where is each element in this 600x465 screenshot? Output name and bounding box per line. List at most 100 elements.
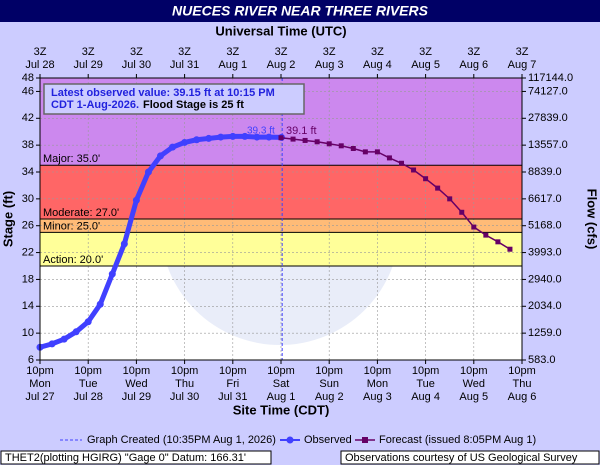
y-tick-label: 18: [22, 273, 34, 285]
y-tick-label: 10: [22, 327, 34, 339]
forecast-point: [362, 149, 368, 155]
title-bar: [0, 0, 600, 22]
observed-point: [193, 136, 201, 144]
x-tick-label: 10pm Thu Aug 6: [508, 365, 537, 403]
info-line: Latest observed value: 39.15 ft at 10:15…: [51, 87, 275, 99]
y-tick-label: 22: [22, 246, 34, 258]
forecast-point: [302, 137, 308, 143]
y-tick-label: 6: [28, 354, 34, 366]
footer-right: Observations courtesy of US Geological S…: [345, 452, 578, 464]
y-tick-label: 46: [22, 85, 34, 97]
observed-point: [265, 133, 273, 141]
forecast-point: [495, 239, 501, 245]
forecast-point: [411, 167, 417, 173]
y-tick-label: 48: [22, 72, 34, 84]
observed-point: [132, 196, 140, 204]
forecast-point: [507, 246, 513, 252]
forecast-point: [435, 185, 441, 191]
info-line: CDT 1-Aug-2026.: [51, 99, 139, 111]
legend: Graph Created (10:35PM Aug 1, 2026) Obse…: [60, 434, 536, 446]
info-box: [43, 83, 305, 115]
x2-tick-label: 3Z Aug 1: [218, 46, 247, 71]
observed-point: [72, 328, 80, 336]
y2-title: Flow (cfs): [585, 189, 600, 250]
forecast-point: [290, 136, 296, 142]
forecast-point: [483, 232, 489, 238]
observed-point: [96, 300, 104, 308]
x2-tick-label: 3Z Aug 7: [508, 46, 537, 71]
observed-point: [84, 318, 92, 326]
x2-tick-label: 3Z Aug 4: [363, 46, 392, 71]
x2-tick-label: 3Z Jul 31: [170, 46, 199, 71]
y2-tick-label: 583.0: [528, 354, 556, 366]
x-tick-label: 10pm Wed Aug 5: [459, 365, 488, 403]
y2-tick-label: 1259.0: [528, 327, 562, 339]
y-tick-label: 38: [22, 139, 34, 151]
annotation: 39.3 ft: [247, 126, 275, 137]
y2-tick-label: 2034.0: [528, 300, 562, 312]
y2-tick-label: 2940.0: [528, 273, 562, 285]
x-tick-label: 10pm Tue Jul 28: [74, 365, 103, 403]
observed-point: [120, 240, 128, 248]
x2-tick-label: 3Z Jul 29: [74, 46, 103, 71]
chart-title: NUECES RIVER NEAR THREE RIVERS: [172, 3, 429, 19]
y2-tick-label: 117144.0: [528, 72, 573, 84]
forecast-point: [278, 135, 284, 141]
y-tick-label: 34: [22, 166, 34, 178]
forecast-point: [374, 149, 380, 155]
x-title: Site Time (CDT): [233, 402, 330, 417]
x-tick-label: 10pm Mon Aug 3: [363, 365, 392, 403]
legend-forecast-square: [362, 437, 368, 443]
x-tick-label: 10pm Sun Aug 2: [315, 365, 344, 403]
legend-observed-dot: [286, 436, 294, 444]
observed-point: [253, 133, 261, 141]
threshold-label: Major: 35.0': [43, 153, 100, 165]
y2-tick-label: 8839.0: [528, 166, 562, 178]
observed-point: [60, 335, 68, 343]
y2-tick-label: 27839.0: [528, 112, 568, 124]
x-tick-label: 10pm Wed Jul 29: [122, 365, 151, 403]
forecast-point: [338, 143, 344, 149]
observed-point: [157, 152, 164, 160]
forecast-point: [423, 176, 429, 182]
x2-tick-label: 3Z Aug 5: [411, 46, 440, 71]
y2-tick-label: 13557.0: [528, 139, 568, 151]
forecast-point: [350, 146, 356, 151]
y-tick-label: 26: [22, 220, 34, 232]
plot-frame: [39, 77, 523, 361]
y2-tick-label: 6617.0: [528, 193, 562, 205]
y-tick-label: 42: [22, 112, 34, 124]
x2-tick-label: 3Z Aug 2: [267, 46, 296, 71]
y-tick-label: 14: [22, 300, 34, 312]
x2-tick-label: 3Z Jul 28: [25, 46, 54, 71]
forecast-point: [314, 139, 320, 145]
legend-created: Graph Created (10:35PM Aug 1, 2026): [87, 434, 276, 446]
x2-tick-label: 3Z Aug 6: [459, 46, 488, 71]
forecast-point: [326, 141, 332, 147]
observed-point: [144, 168, 152, 176]
observed-point: [217, 133, 225, 141]
x-top-title: Universal Time (UTC): [215, 23, 346, 38]
forecast-point: [459, 209, 465, 215]
flood-stage-note: Flood Stage is 25 ft: [143, 99, 244, 111]
forecast-point: [447, 196, 453, 202]
threshold-label: Action: 20.0': [43, 254, 103, 266]
observed-point: [241, 132, 249, 140]
x2-tick-label: 3Z Aug 3: [315, 46, 344, 71]
observed-point: [48, 340, 56, 348]
observed-point: [169, 143, 177, 151]
forecast-point: [386, 155, 392, 161]
x-tick-label: 10pm Thu Jul 30: [170, 365, 199, 403]
footer-left-box: [0, 450, 272, 465]
y2-tick-label: 74127.0: [528, 85, 568, 97]
legend-forecast: Forecast (issued 8:05PM Aug 1): [379, 434, 536, 446]
footer-left: THET2(plotting HGIRG) "Gage 0" Datum: 16…: [5, 452, 246, 464]
y2-tick-label: 5168.0: [528, 220, 562, 232]
forecast-point: [399, 160, 404, 166]
y-title: Stage (ft): [0, 191, 15, 247]
annotation: 39.1 ft: [286, 125, 317, 137]
x-tick-label: 10pm Mon Jul 27: [25, 365, 54, 403]
forecast-point: [471, 224, 477, 230]
x-tick-label: 10pm Sat Aug 1: [267, 365, 296, 403]
